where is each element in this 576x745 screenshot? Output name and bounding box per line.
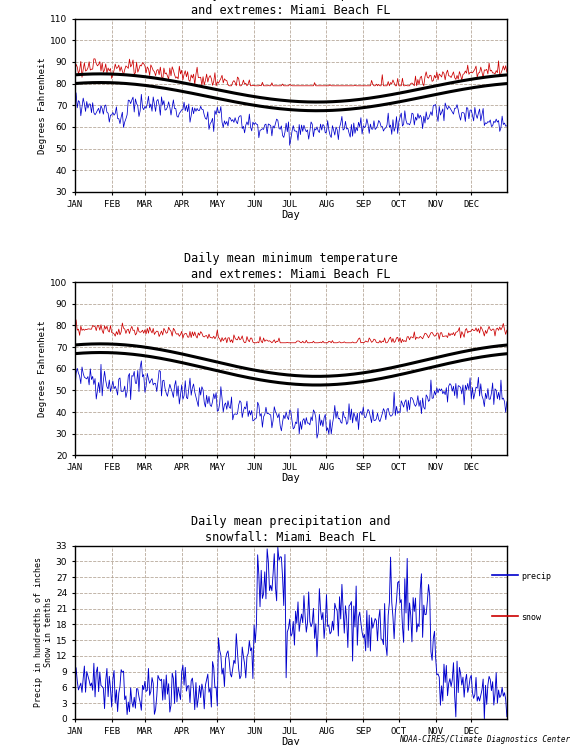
Text: precip: precip	[521, 571, 551, 580]
X-axis label: Day: Day	[282, 474, 300, 484]
Title: Daily mean minimum temperature
and extremes: Miami Beach FL: Daily mean minimum temperature and extre…	[184, 252, 398, 281]
Y-axis label: Degrees Fahrenheit: Degrees Fahrenheit	[38, 57, 47, 153]
Title: Daily mean precipitation and
snowfall: Miami Beach FL: Daily mean precipitation and snowfall: M…	[191, 516, 391, 545]
Title: Daily mean maximum temperature
and extremes: Miami Beach FL: Daily mean maximum temperature and extre…	[184, 0, 398, 17]
X-axis label: Day: Day	[282, 737, 300, 745]
Y-axis label: Degrees Fahrenheit: Degrees Fahrenheit	[38, 320, 47, 417]
X-axis label: Day: Day	[282, 210, 300, 220]
Text: snow: snow	[521, 612, 541, 621]
Y-axis label: Precip in hundredths of inches
Snow in tenths: Precip in hundredths of inches Snow in t…	[33, 557, 53, 707]
Text: NOAA-CIRES/Climate Diagnostics Center: NOAA-CIRES/Climate Diagnostics Center	[399, 735, 570, 744]
